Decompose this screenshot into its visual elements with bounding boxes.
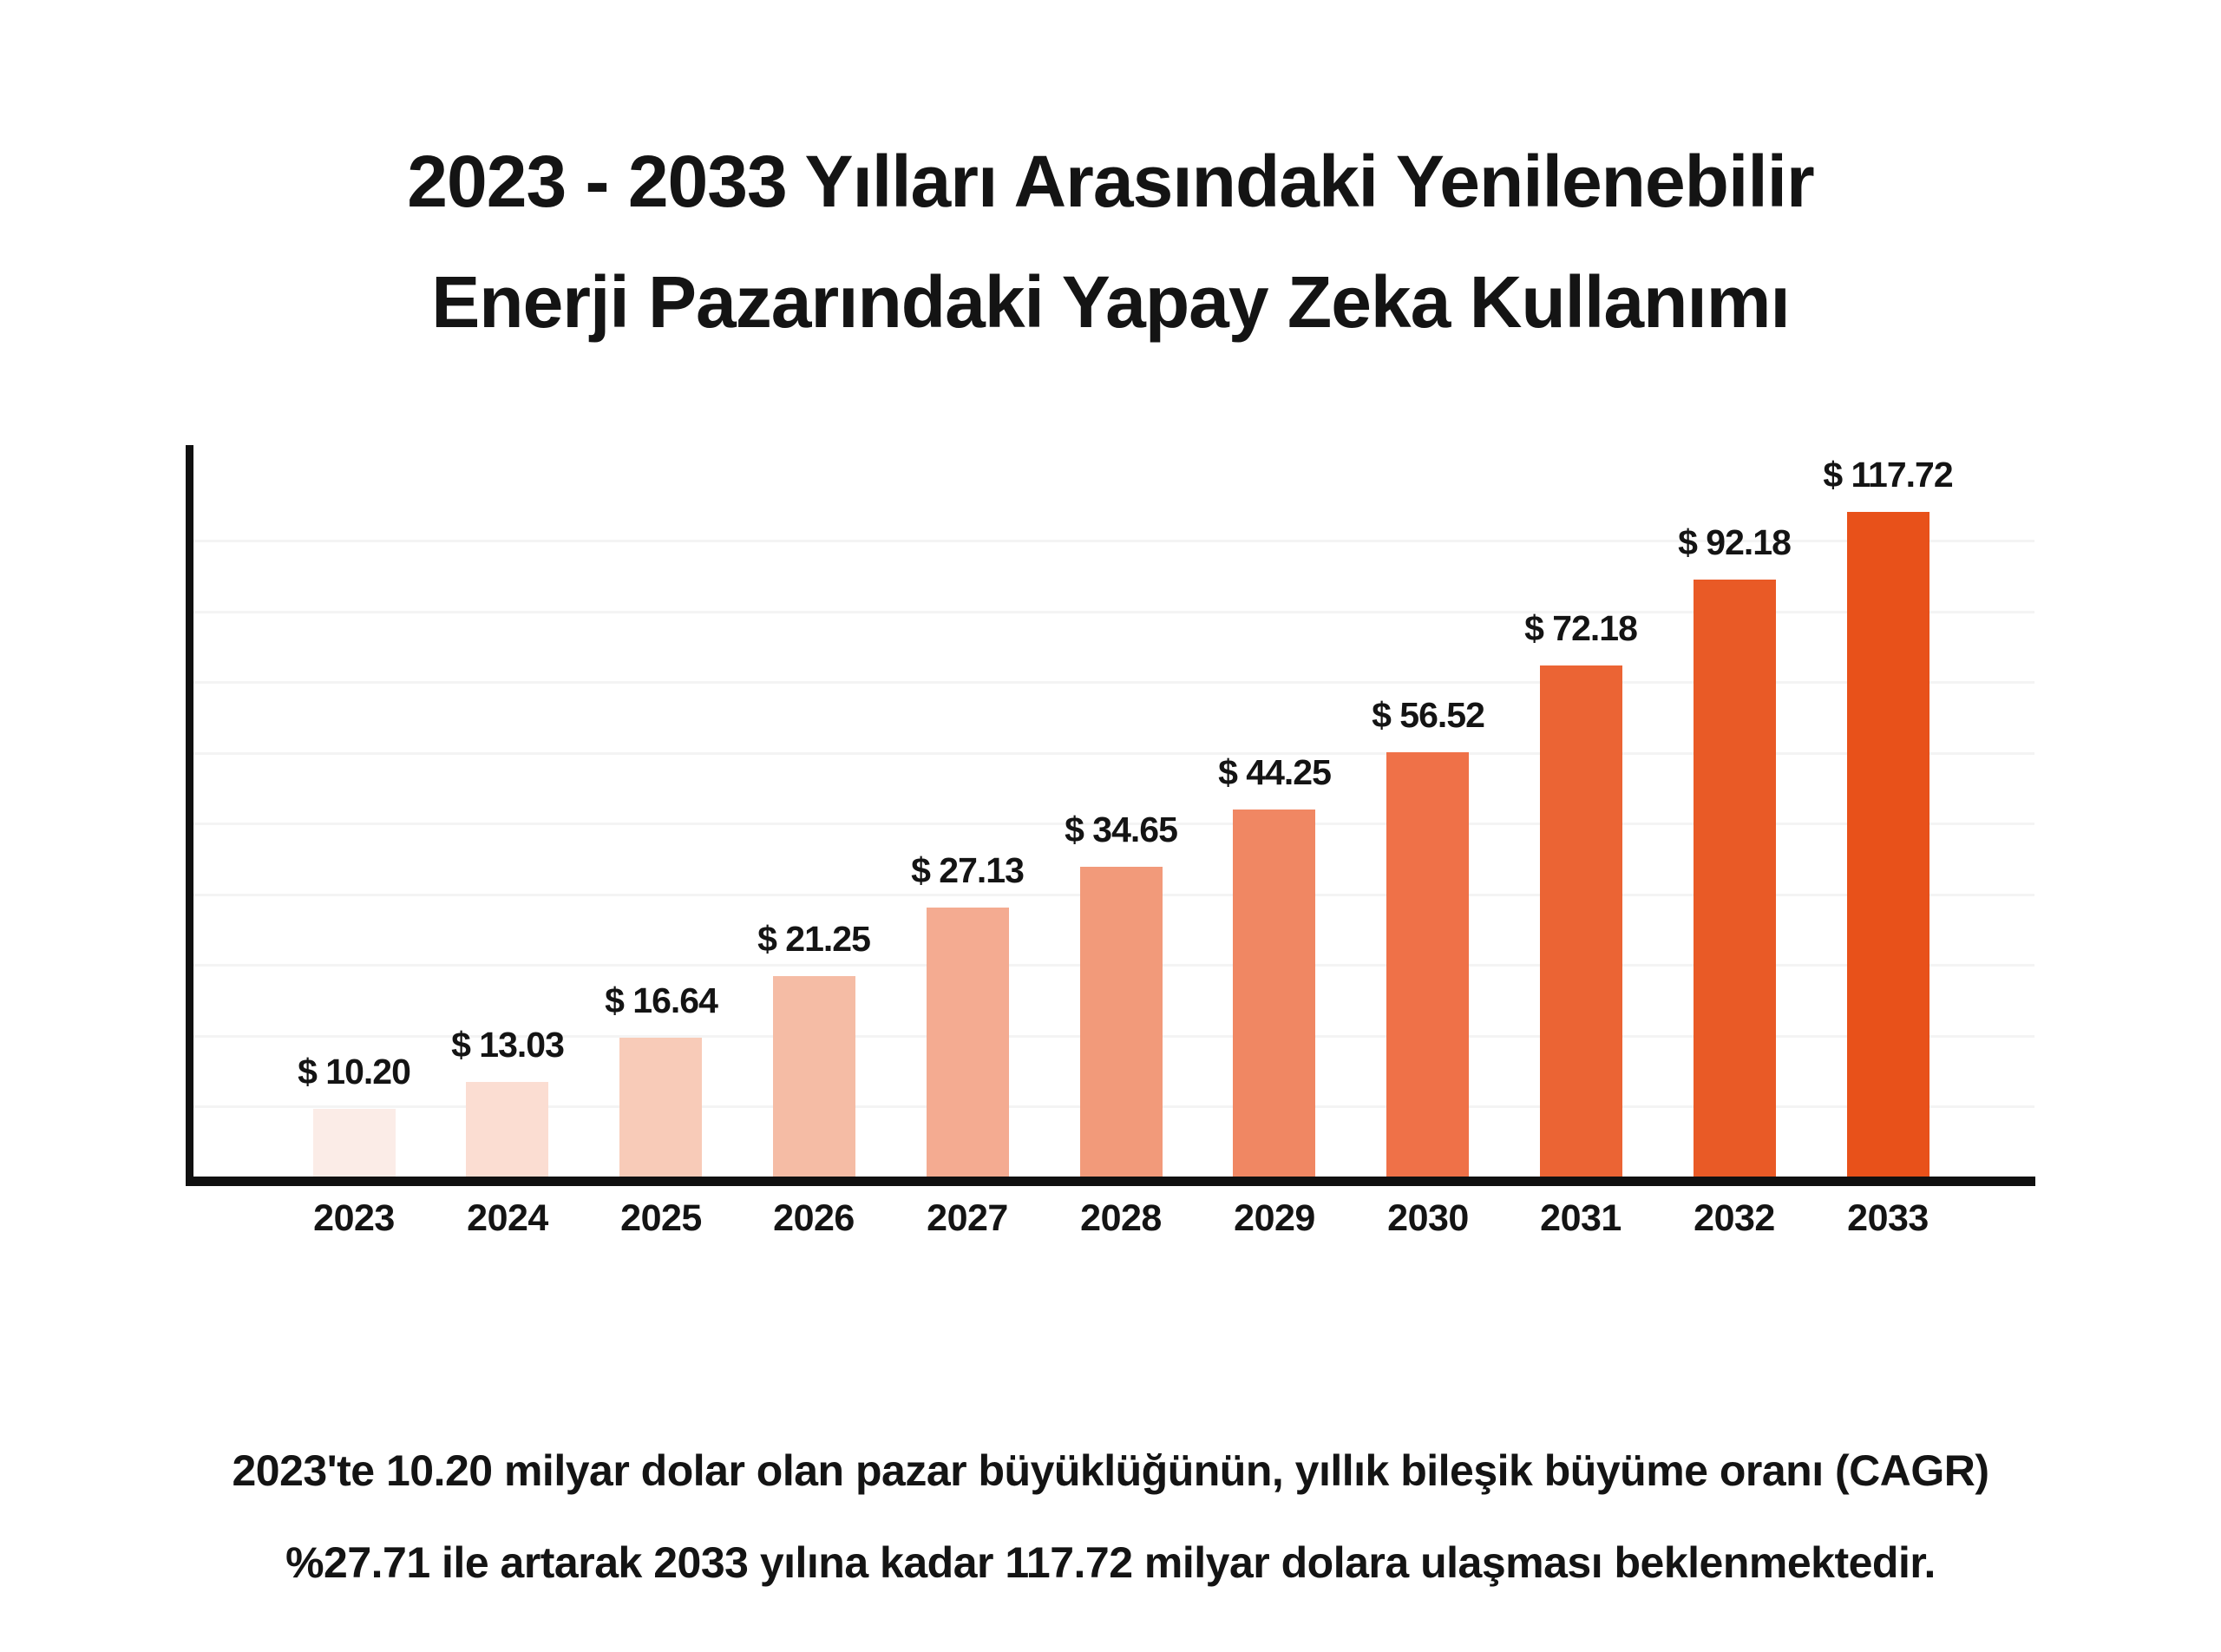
gridline [193,823,2034,825]
bar-2026 [773,976,855,1182]
x-tick-label-2023: 2023 [313,1197,395,1239]
bar-value-label-2032: $ 92.18 [1678,522,1792,562]
gridline [193,540,2034,542]
bar-value-label-2033: $ 117.72 [1823,455,1953,495]
bar-value-label-2030: $ 56.52 [1372,695,1485,735]
bar-2025 [619,1038,702,1182]
y-axis-line [186,445,193,1186]
x-tick-label-2028: 2028 [1080,1197,1162,1239]
bar-value-label-2026: $ 21.25 [757,919,871,959]
x-tick-label-2027: 2027 [927,1197,1008,1239]
x-tick-label-2031: 2031 [1540,1197,1622,1239]
bar-2028 [1080,867,1163,1182]
x-axis-line [186,1177,2035,1186]
bar-value-label-2029: $ 44.25 [1218,752,1332,792]
gridline [193,611,2034,613]
bar-2032 [1694,580,1776,1182]
bar-value-label-2025: $ 16.64 [605,980,718,1020]
chart-title-line1: 2023 - 2033 Yılları Arasındaki Yenileneb… [407,141,1814,223]
bar-2029 [1233,810,1315,1182]
x-tick-label-2029: 2029 [1234,1197,1315,1239]
bar-2033 [1847,512,1929,1182]
gridline [193,681,2034,684]
bar-value-label-2028: $ 34.65 [1065,810,1178,849]
x-tick-label-2032: 2032 [1694,1197,1775,1239]
chart-title: 2023 - 2033 Yılları Arasındaki Yenileneb… [0,121,2221,362]
x-tick-label-2026: 2026 [773,1197,855,1239]
bar-2023 [313,1109,396,1182]
bar-2030 [1386,752,1469,1182]
bar-2024 [466,1082,548,1182]
bar-value-label-2023: $ 10.20 [298,1052,411,1092]
x-tick-label-2024: 2024 [467,1197,548,1239]
bar-2027 [927,908,1009,1182]
x-tick-label-2025: 2025 [620,1197,702,1239]
footer-note: 2023'te 10.20 milyar dolar olan pazar bü… [0,1425,2221,1609]
bar-value-label-2024: $ 13.03 [451,1025,565,1065]
footer-note-line1: 2023'te 10.20 milyar dolar olan pazar bü… [232,1446,1989,1495]
chart-title-line2: Enerji Pazarındaki Yapay Zeka Kullanımı [431,260,1790,343]
bar-value-label-2027: $ 27.13 [911,850,1025,890]
footer-note-line2: %27.71 ile artarak 2033 yılına kadar 117… [285,1538,1936,1587]
x-tick-label-2030: 2030 [1387,1197,1469,1239]
bar-value-label-2031: $ 72.18 [1524,608,1638,648]
gridline [193,752,2034,755]
bar-2031 [1540,665,1622,1182]
x-tick-label-2033: 2033 [1847,1197,1929,1239]
